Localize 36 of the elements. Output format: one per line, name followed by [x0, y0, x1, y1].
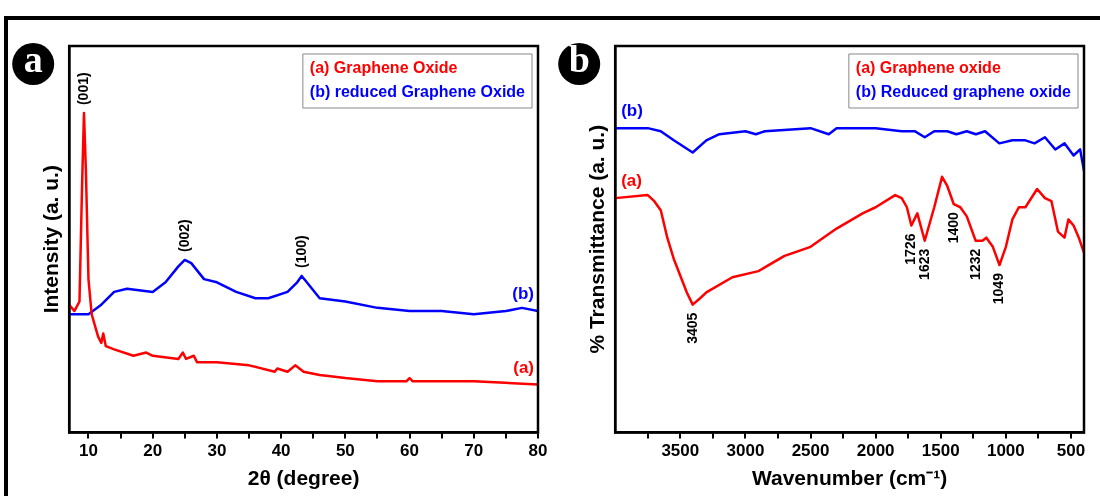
annotation: 1232 [966, 248, 983, 280]
text: (b) reduced Graphene Oxide [309, 83, 526, 101]
annotation: 1400 [944, 212, 961, 244]
x-tick-label: 500 [1056, 441, 1086, 461]
annotation: 3405 [683, 312, 700, 344]
annotation: (a) [621, 171, 642, 191]
series-label: (b) Reduced graphene oxide [855, 83, 1072, 101]
x-tick-label: 80 [528, 441, 548, 461]
x-tick-label: 3500 [661, 441, 700, 461]
x-tick-label: 2000 [856, 441, 895, 461]
text: (a) Graphene oxide [855, 59, 1001, 77]
x-axis-title: Wavenumber (cm⁻¹) [751, 466, 948, 490]
x-tick-label: 3000 [726, 441, 765, 461]
text: (a) Graphene Oxide [309, 59, 458, 77]
y-axis-title: % Transmittance (a. u.) [585, 124, 609, 354]
x-tick-label: 30 [207, 441, 227, 461]
annotation: 1049 [990, 272, 1007, 305]
annotation: (100) [292, 235, 309, 268]
x-axis-title: 2θ (degree) [247, 466, 360, 490]
x-tick-label: 1000 [986, 441, 1025, 461]
x-tick-label: 20 [143, 441, 163, 461]
x-tick-label: 1500 [921, 441, 960, 461]
annotation: (b) [512, 284, 534, 304]
x-tick-label: 70 [464, 441, 484, 461]
x-tick-label: 2500 [791, 441, 830, 461]
text: b [568, 37, 590, 80]
text: a [23, 37, 43, 80]
x-tick-label: 60 [400, 441, 420, 461]
x-tick-label: 50 [335, 441, 355, 461]
x-tick-label: 10 [79, 441, 98, 461]
annotation: (a) [513, 357, 534, 377]
x-tick-label: 40 [271, 441, 291, 461]
annotation: (002) [175, 219, 192, 252]
annotation: (001) [74, 72, 91, 106]
text: (b) [621, 101, 643, 121]
y-axis-title: Intensity (a. u.) [39, 165, 63, 314]
